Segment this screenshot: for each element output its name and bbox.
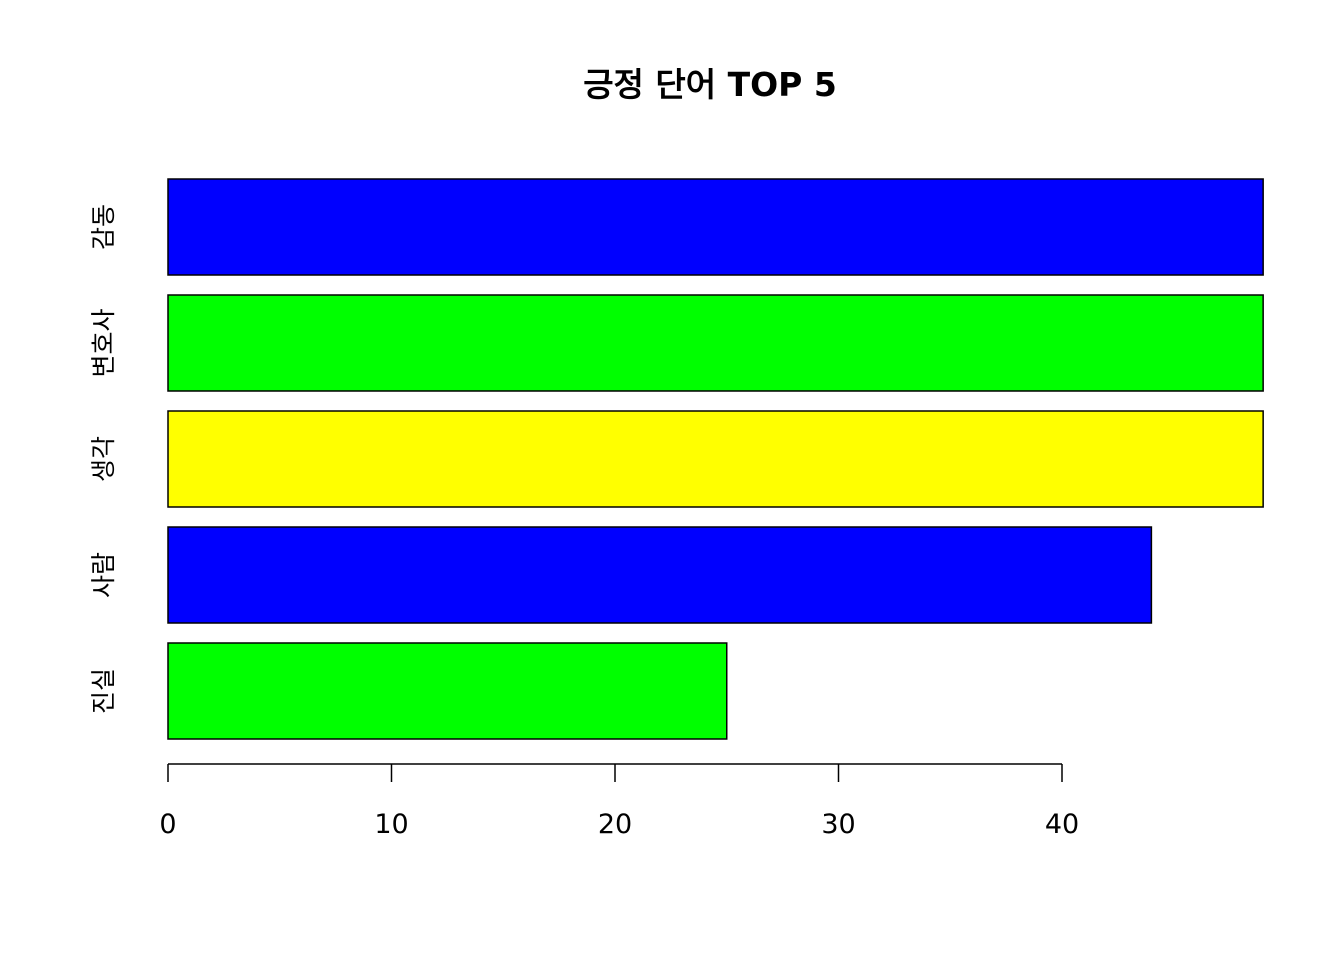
category-label-1: 감동 [89, 204, 118, 250]
x-axis: 0 10 20 30 40 [159, 763, 1079, 840]
category-label-5: 진실 [89, 668, 118, 714]
bar-2 [167, 294, 1264, 392]
x-tick-label-2: 20 [598, 809, 632, 840]
x-tick-label-4: 40 [1045, 809, 1079, 840]
category-label-4: 사람 [89, 552, 118, 598]
category-label-2: 변호사 [89, 308, 118, 377]
bar-4 [167, 526, 1153, 624]
category-label-3: 생각 [89, 436, 118, 482]
x-tick-label-0: 0 [159, 809, 176, 840]
x-tick-label-1: 10 [374, 809, 408, 840]
bars-group [167, 178, 1264, 740]
chart-title: 긍정 단어 TOP 5 [583, 65, 837, 104]
bar-1 [167, 178, 1264, 276]
bar-3 [167, 410, 1264, 508]
x-tick-label-3: 30 [821, 809, 855, 840]
bar-5 [167, 642, 728, 740]
